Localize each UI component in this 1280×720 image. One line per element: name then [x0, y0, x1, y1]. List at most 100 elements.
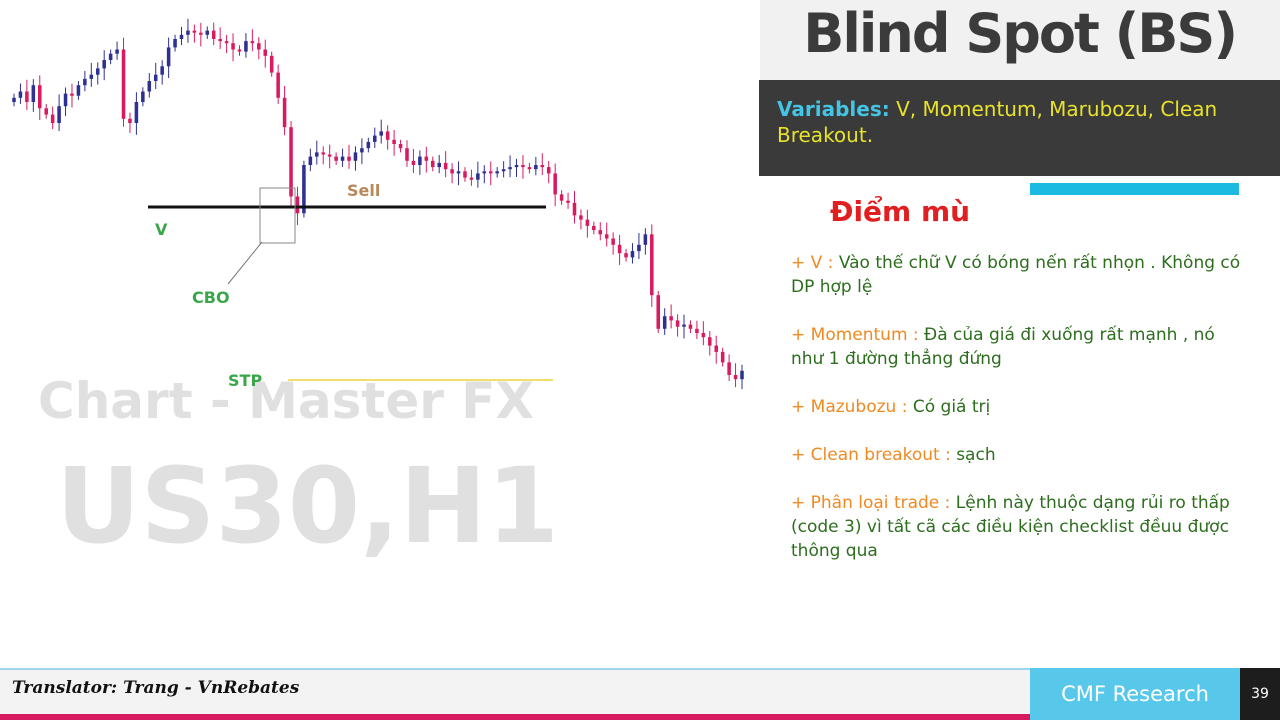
candle-bullish	[160, 66, 164, 75]
candle-bullish	[534, 165, 538, 170]
footer-divider	[0, 668, 1030, 670]
candle-bearish	[192, 30, 197, 33]
candle-bullish	[18, 91, 23, 98]
candle-bearish	[121, 49, 126, 119]
candle-bearish	[624, 253, 628, 258]
candle-bearish	[727, 362, 731, 375]
candle-bullish	[76, 85, 81, 96]
note-key: + V :	[791, 253, 839, 273]
note-value: Vào thế chữ V có bóng nến rất nhọn . Khô…	[791, 253, 1241, 297]
candle-bearish	[527, 167, 532, 170]
candles	[12, 18, 744, 390]
candle-bullish	[12, 97, 16, 102]
page-number: 39	[1251, 686, 1269, 702]
candle-bullish	[186, 30, 190, 35]
cbo-pointer	[227, 241, 263, 285]
candle-bearish	[398, 144, 403, 149]
candle-bearish	[70, 93, 74, 96]
candle-bullish	[379, 131, 383, 136]
candle-bearish	[695, 328, 699, 333]
candle-bearish	[669, 316, 673, 321]
subtitle: Điểm mù	[830, 195, 971, 228]
candle-bearish	[708, 337, 712, 346]
watermark-line-2: US30,H1	[56, 445, 559, 567]
candle-bullish	[31, 85, 36, 102]
candle-bearish	[443, 162, 448, 170]
candle-bullish	[353, 152, 358, 161]
sell-label: Sell	[347, 181, 380, 200]
note-clean-breakout: + Clean breakout : sạch	[791, 443, 1251, 467]
candle-bullish	[95, 68, 100, 75]
candle-bearish	[701, 333, 706, 338]
candle-bullish	[63, 93, 68, 107]
candle-bearish	[675, 320, 680, 327]
watermark: Chart - Master FX US30,H1	[38, 372, 559, 567]
candle-bullish	[141, 91, 145, 102]
candle-bullish	[373, 135, 377, 142]
candle-bearish	[463, 171, 467, 178]
candle-bearish	[25, 91, 29, 102]
note-key: + Phân loại trade :	[791, 493, 956, 513]
candle-bearish	[572, 202, 577, 216]
note-key: + Clean breakout :	[791, 445, 957, 465]
candle-bearish	[327, 154, 332, 157]
note-value: sạch	[956, 445, 996, 465]
candle-bearish	[269, 55, 274, 73]
page-number-box: 39	[1240, 668, 1280, 720]
stp-label: STP	[228, 371, 262, 390]
candle-bullish	[315, 152, 319, 157]
candle-bearish	[540, 165, 545, 168]
candle-bearish	[405, 148, 409, 161]
candle-bullish	[418, 156, 422, 165]
variables-box: Variables: V, Momentum, Marubozu, Clean …	[759, 80, 1280, 176]
candle-bullish	[662, 316, 667, 329]
candle-bullish	[205, 30, 210, 35]
note-key: + Mazubozu :	[791, 397, 913, 417]
candle-bearish	[585, 219, 590, 226]
page-title: Blind Spot (BS)	[803, 2, 1238, 65]
candle-bullish	[244, 41, 248, 52]
candle-bullish	[166, 47, 171, 67]
candle-bullish	[308, 156, 313, 165]
candlestick-chart: Chart - Master FX US30,H1 V CBO Sell STP	[12, 18, 744, 567]
note-momentum: + Momentum : Đà của giá đi xuống rất mạn…	[791, 323, 1251, 371]
candle-bullish	[501, 169, 506, 172]
candle-bullish	[514, 165, 519, 168]
candle-bearish	[250, 41, 255, 44]
candle-bearish	[656, 295, 661, 329]
candle-bullish	[57, 106, 61, 123]
watermark-line-1: Chart - Master FX	[38, 372, 534, 430]
candle-bearish	[604, 234, 609, 239]
candle-bearish	[546, 167, 551, 174]
candle-bullish	[173, 39, 177, 48]
candle-bearish	[521, 165, 525, 168]
candle-bullish	[366, 141, 371, 149]
candle-bullish	[302, 165, 306, 214]
candle-bullish	[102, 60, 106, 69]
candle-bearish	[44, 108, 48, 115]
candle-bearish	[257, 43, 261, 50]
candle-bearish	[231, 43, 235, 50]
candle-bearish	[714, 345, 719, 352]
candle-bearish	[334, 156, 338, 161]
candle-bearish	[592, 225, 596, 231]
candle-bearish	[263, 49, 268, 56]
candle-bearish	[553, 173, 557, 195]
notes-list: + V : Vào thế chữ V có bóng nến rất nhọn…	[791, 251, 1251, 587]
candle-bearish	[411, 160, 416, 165]
brand-name: CMF Research	[1061, 682, 1209, 706]
note-key: + Momentum :	[791, 325, 925, 345]
candle-bullish	[495, 171, 499, 174]
candle-bearish	[199, 32, 203, 35]
translator-credit: Translator: Trang - VnRebates	[12, 678, 300, 698]
candle-bearish	[688, 324, 693, 329]
candle-bullish	[153, 74, 158, 81]
cbo-box	[259, 187, 296, 244]
variables-list: V, Momentum, Marubozu, Clean Breakout.	[777, 97, 1218, 147]
candle-bullish	[89, 74, 94, 79]
note-value: Lệnh này thuộc dạng rủi ro thấp (code 3)…	[791, 493, 1230, 561]
candle-bullish	[682, 324, 686, 327]
candle-bearish	[321, 152, 326, 155]
footer-bar	[0, 670, 1030, 714]
footer-accent-line	[0, 714, 1030, 720]
